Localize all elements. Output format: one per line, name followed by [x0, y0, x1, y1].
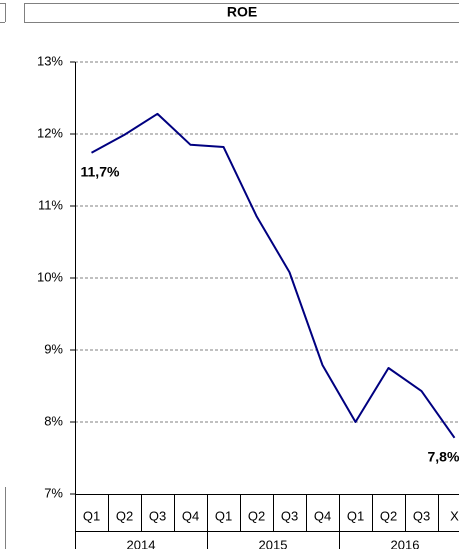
x-tick-label: Q3: [413, 508, 430, 523]
group-label: 2016: [391, 537, 420, 549]
y-tick-label: 12%: [37, 125, 63, 140]
x-tick-label: Q1: [215, 508, 232, 523]
y-tick-label: 13%: [37, 53, 63, 68]
title-box: [24, 3, 459, 23]
y-tick-label: 10%: [37, 269, 63, 284]
group-label: 2015: [259, 537, 288, 549]
x-tick-label: Q1: [83, 508, 100, 523]
data-label: 11,7%: [81, 163, 120, 179]
x-tick-label: X: [450, 508, 459, 523]
x-tick-label: Q1: [347, 508, 364, 523]
y-tick-label: 11%: [38, 197, 63, 212]
x-tick-label: Q4: [182, 508, 199, 523]
y-tick-label: 7%: [44, 485, 63, 500]
x-tick-label: Q2: [116, 508, 133, 523]
y-tick-label: 9%: [44, 341, 63, 356]
chart-title: ROE: [227, 4, 257, 20]
group-label: 2014: [127, 537, 156, 549]
x-tick-label: Q2: [380, 508, 397, 523]
y-tick-label: 8%: [44, 413, 63, 428]
line-series: [91, 112, 456, 439]
x-tick-label: Q3: [281, 508, 298, 523]
x-tick-label: Q2: [248, 508, 265, 523]
data-label: 7,8%: [428, 449, 459, 465]
x-tick-label: Q3: [149, 508, 166, 523]
x-tick-label: Q4: [314, 508, 331, 523]
